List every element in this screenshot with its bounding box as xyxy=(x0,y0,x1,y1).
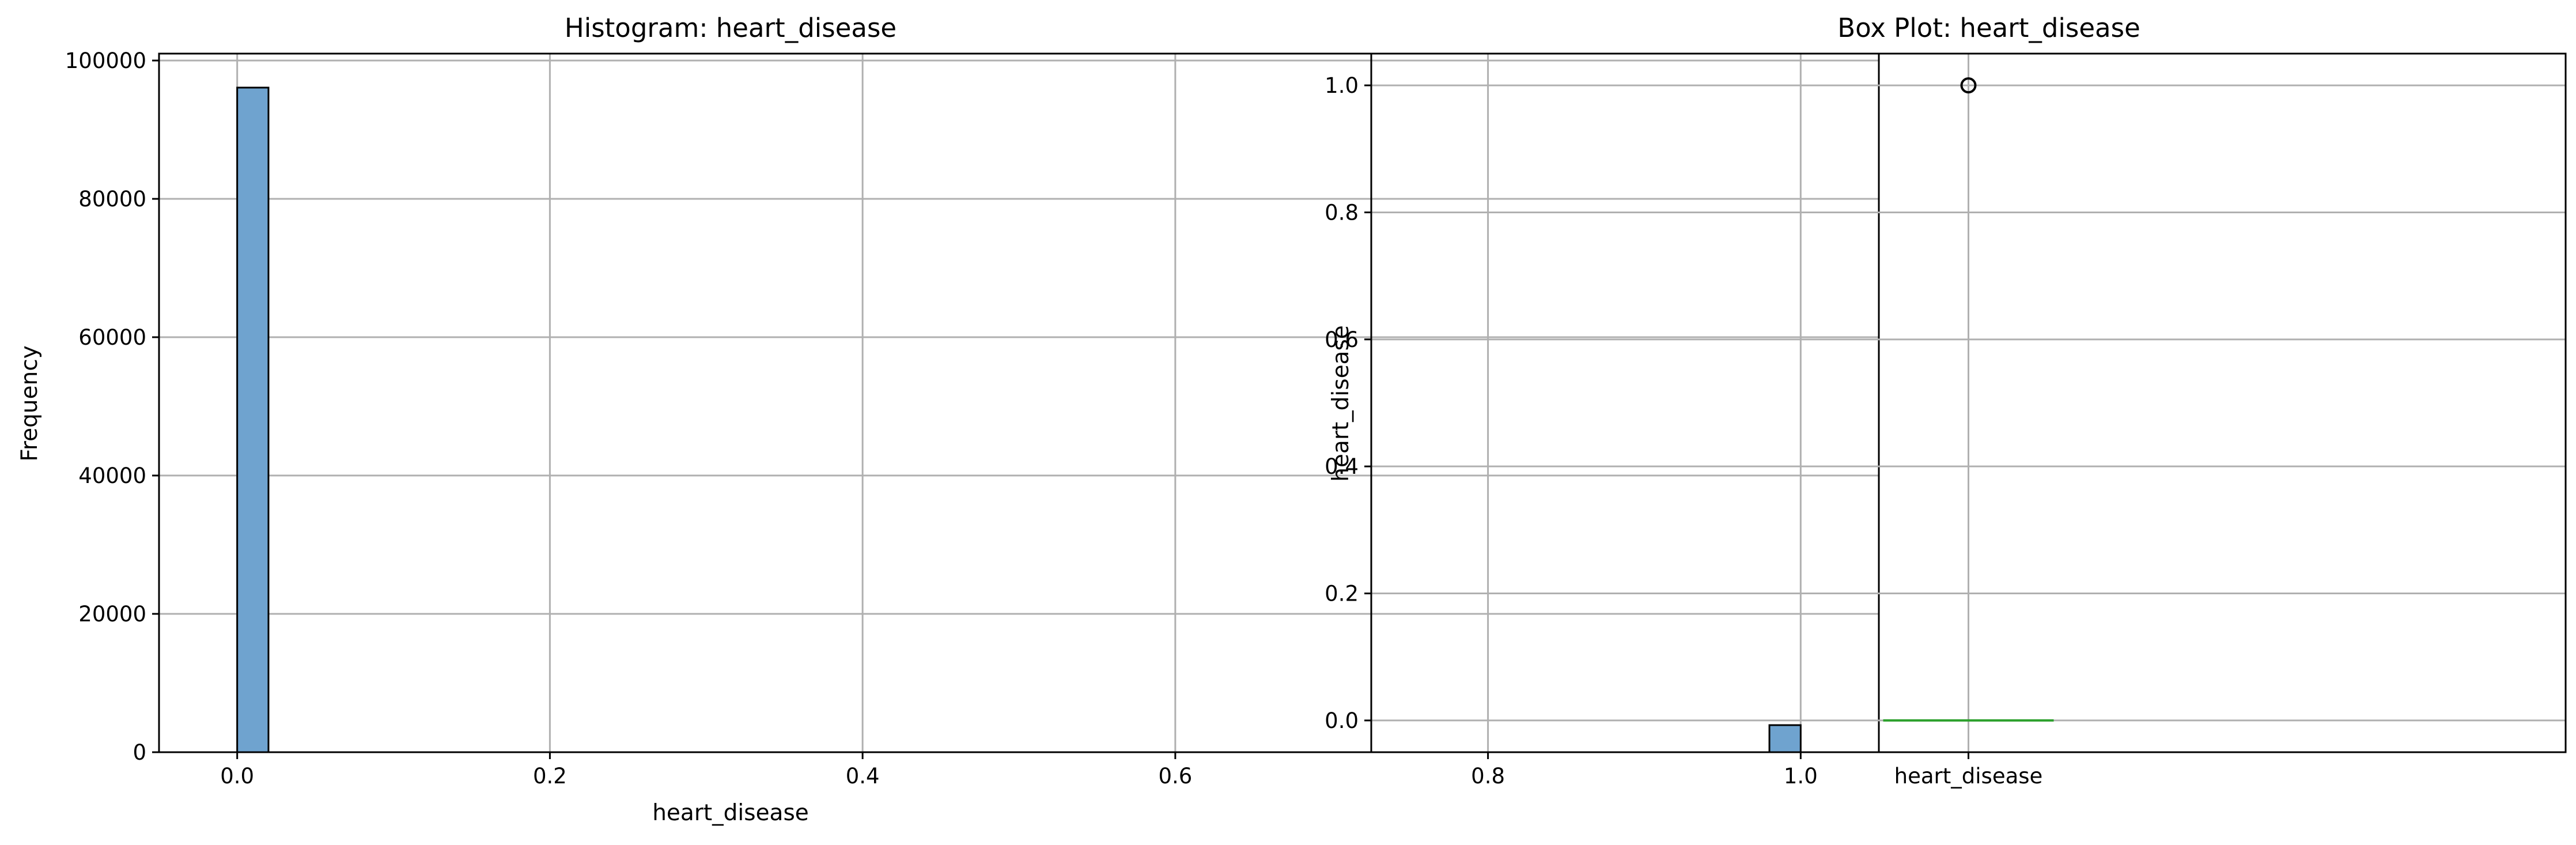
box-plot-y-tick-label: 0.0 xyxy=(1325,708,1359,733)
histogram-title: Histogram: heart_disease xyxy=(565,13,897,43)
histogram-y-label: Frequency xyxy=(17,345,43,461)
histogram-y-tick-label: 60000 xyxy=(78,325,146,350)
box-plot-title: Box Plot: heart_disease xyxy=(1837,13,2140,43)
box-plot-marks xyxy=(1883,77,2054,722)
histogram-x-tick-label: 0.4 xyxy=(846,764,880,789)
histogram-x-tick-label: 0.8 xyxy=(1471,764,1505,789)
histogram-x-tick-label: 0.0 xyxy=(220,764,254,789)
histogram-x-tick-label: 1.0 xyxy=(1784,764,1818,789)
histogram-x-tick-label: 0.2 xyxy=(533,764,567,789)
box-plot-x-tick-label: heart_disease xyxy=(1894,764,2043,789)
histogram-y-ticks: 0 20000 40000 60000 80000 100000 xyxy=(65,48,159,765)
histogram-bars xyxy=(236,86,1802,753)
box-plot-y-tick-label: 0.6 xyxy=(1325,327,1359,352)
histogram-panel: Histogram: heart_disease 0.0 0.2 0.4 0.6 0.8… xyxy=(17,13,1880,826)
histogram-y-tick-label: 40000 xyxy=(78,463,146,488)
histogram-x-tick-label: 0.6 xyxy=(1158,764,1192,789)
histogram-y-tick-label: 0 xyxy=(133,740,146,765)
histogram-x-label: heart_disease xyxy=(652,800,809,826)
histogram-y-tick-label: 80000 xyxy=(78,187,146,212)
histogram-y-tick-label: 20000 xyxy=(78,602,146,627)
box-plot-outlier xyxy=(1960,77,1977,94)
histogram-frame xyxy=(158,52,1880,753)
box-plot-panel: Box Plot: heart_disease heart_disease 0.… xyxy=(1325,13,2567,789)
histogram-bar xyxy=(1768,724,1802,753)
histogram-y-tick-label: 100000 xyxy=(65,48,146,73)
box-plot-x-ticks: heart_disease xyxy=(1894,752,2043,789)
box-plot-y-tick-label: 0.4 xyxy=(1325,454,1359,479)
box-plot-y-tick-label: 1.0 xyxy=(1325,73,1359,98)
histogram-x-ticks: 0.0 0.2 0.4 0.6 0.8 1.0 xyxy=(220,752,1818,789)
box-plot-y-tick-label: 0.8 xyxy=(1325,200,1359,225)
histogram-bar xyxy=(236,86,270,753)
box-plot-y-ticks: 0.0 0.2 0.4 0.6 0.8 1.0 xyxy=(1325,73,1371,733)
box-plot-y-tick-label: 0.2 xyxy=(1325,582,1359,606)
box-plot-y-label: heart_disease xyxy=(1328,325,1354,482)
